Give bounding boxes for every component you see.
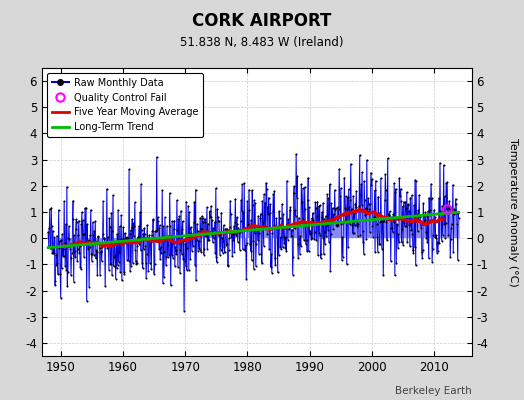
Y-axis label: Temperature Anomaly (°C): Temperature Anomaly (°C)	[508, 138, 518, 286]
Text: Berkeley Earth: Berkeley Earth	[395, 386, 472, 396]
Text: CORK AIRPORT: CORK AIRPORT	[192, 12, 332, 30]
Text: 51.838 N, 8.483 W (Ireland): 51.838 N, 8.483 W (Ireland)	[180, 36, 344, 49]
Legend: Raw Monthly Data, Quality Control Fail, Five Year Moving Average, Long-Term Tren: Raw Monthly Data, Quality Control Fail, …	[47, 73, 203, 137]
